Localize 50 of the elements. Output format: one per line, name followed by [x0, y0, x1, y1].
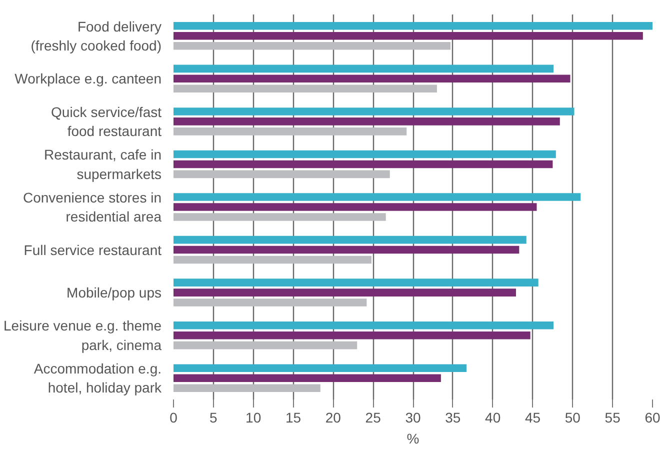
x-tick-label: 60 [644, 410, 660, 426]
bar [174, 22, 652, 30]
bar [174, 150, 556, 158]
bar [174, 256, 372, 264]
x-tick-label: 0 [170, 410, 178, 426]
bar [174, 341, 358, 350]
bar [174, 374, 441, 382]
bar [174, 64, 554, 73]
y-tick-label: Accommodation e.g. hotel, holiday park [34, 360, 162, 396]
bar [174, 203, 537, 211]
bar [174, 118, 560, 126]
y-tick-label: Food delivery (freshly cooked food) [30, 18, 162, 54]
bar [174, 246, 520, 254]
bar [174, 331, 530, 340]
x-tick-label: 5 [210, 410, 218, 426]
bar [174, 193, 581, 201]
x-tick-label: 50 [564, 410, 581, 426]
bar [174, 288, 516, 296]
bar [174, 364, 466, 372]
x-tick-label: 35 [445, 410, 461, 426]
x-tick-label: 55 [604, 410, 621, 426]
bar [174, 84, 437, 93]
bar [174, 170, 390, 178]
x-tick-label: 30 [405, 410, 421, 426]
y-tick-label: Restaurant, cafe in supermarkets [44, 146, 162, 182]
bar [174, 321, 554, 330]
bar [174, 128, 407, 136]
bar [174, 160, 553, 168]
x-tick-label: 25 [365, 410, 382, 426]
x-tick-label: 45 [524, 410, 541, 426]
bar [174, 32, 643, 40]
x-tick-label: 10 [246, 410, 262, 426]
x-tick-label: 40 [485, 410, 501, 426]
bar [174, 74, 570, 83]
x-axis-title: % [406, 430, 420, 446]
y-tick-label: Leisure venue e.g. theme park, cinema [4, 318, 162, 353]
x-tick-label: 20 [325, 410, 342, 426]
y-tick-label: Full service restaurant [24, 242, 162, 258]
bar [174, 213, 386, 221]
y-tick-label: Workplace e.g. canteen [14, 70, 162, 87]
bar [174, 384, 320, 392]
x-tick-label: 15 [285, 410, 302, 426]
bar [174, 42, 451, 50]
y-tick-label: Mobile/pop ups [66, 284, 162, 301]
y-tick-label: Convenience stores in residential area [22, 189, 162, 225]
bar [174, 236, 526, 244]
bar [174, 108, 574, 116]
y-tick-label: Quick service/fast food restaurant [51, 104, 162, 140]
bar [174, 278, 538, 286]
bar [174, 298, 367, 306]
